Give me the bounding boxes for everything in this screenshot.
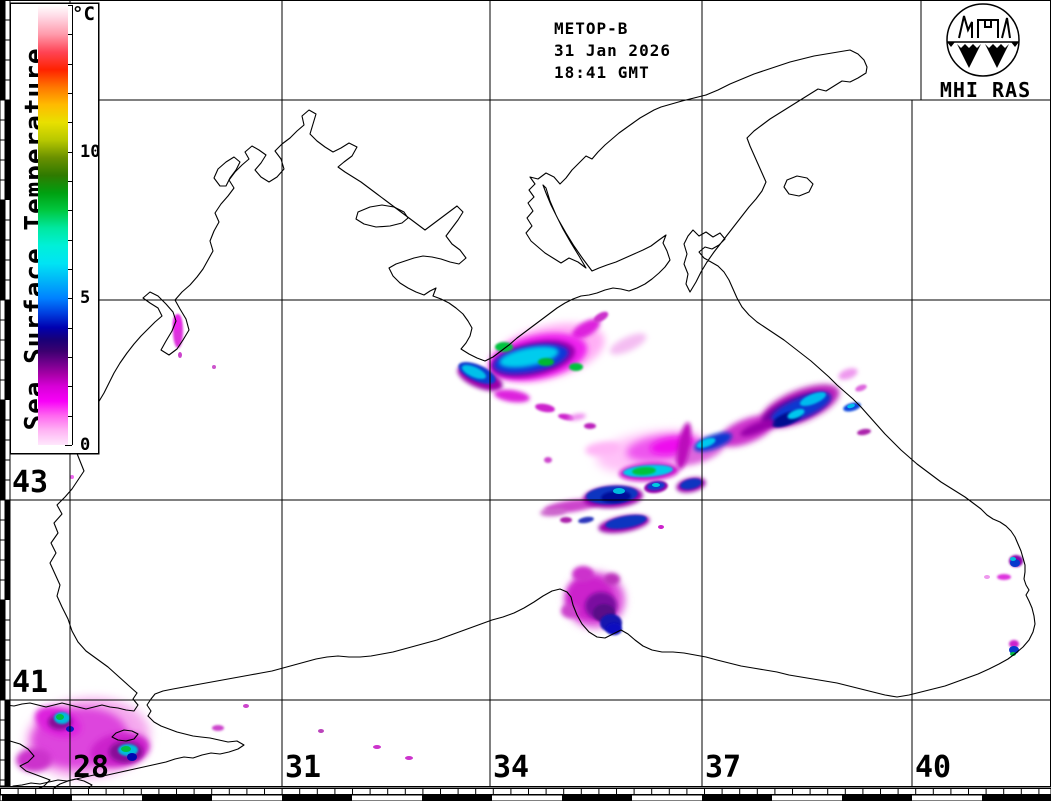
- sst-patches: [16, 311, 1023, 779]
- lon-label-28: 28: [73, 750, 110, 785]
- mhi-ras-logo: MHI RAS: [921, 0, 1050, 102]
- acquisition-date: 31 Jan 2026: [554, 41, 671, 60]
- acquisition-info: METOP-B 31 Jan 2026 18:41 GMT: [554, 18, 671, 84]
- lon-label-31: 31: [285, 750, 322, 785]
- coastline-yeysk-liman: [783, 175, 814, 197]
- sst-patch-sinop: [561, 566, 625, 635]
- lon-label-37: 37: [705, 750, 742, 785]
- logo-emblem-icon: [946, 3, 1020, 77]
- lon-label-34: 34: [493, 750, 530, 785]
- coastline-marmara-north: [0, 692, 139, 712]
- logo-caption: MHI RAS: [939, 78, 1032, 102]
- lat-label-43: 43: [12, 465, 49, 500]
- bottom-ruler-blocks: [0, 794, 1051, 801]
- sst-patch-west-crimea: [457, 311, 647, 429]
- coastline-dniester-liman: [213, 156, 241, 187]
- sst-patch-east-coast: [984, 555, 1023, 656]
- bottom-ruler-fine: [0, 787, 1051, 796]
- coastline-azov-caucasus-anatolia: [146, 49, 1036, 717]
- lon-label-40: 40: [915, 750, 952, 785]
- colorbar-title: Sea Surface Temperature: [20, 47, 50, 431]
- coastline-dzharylgach-lagoon: [355, 204, 409, 228]
- sst-patch-northeast-streaks: [568, 368, 871, 470]
- left-ruler: [0, 0, 11, 787]
- lat-label-41: 41: [12, 665, 49, 700]
- coastline-west-crimea-azov: [49, 94, 707, 694]
- acquisition-time: 18:41 GMT: [554, 63, 650, 82]
- colorbar: Sea Surface Temperature: [10, 3, 99, 454]
- coastline-marmara-island: [111, 729, 139, 742]
- satellite-name: METOP-B: [554, 19, 629, 38]
